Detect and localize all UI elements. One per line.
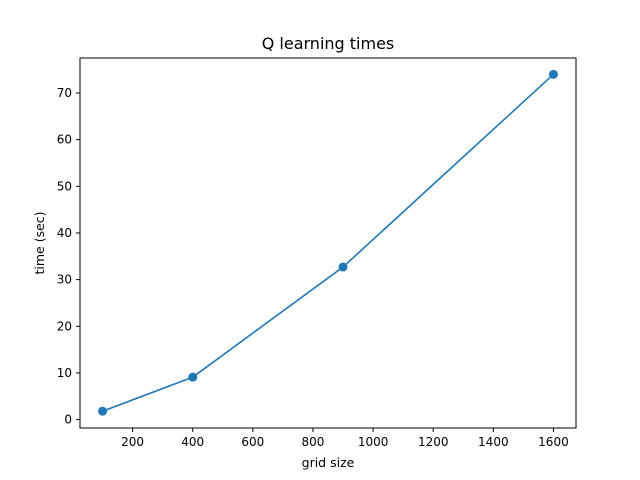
data-point: [98, 406, 108, 416]
plot-frame: [79, 57, 577, 429]
data-point: [338, 262, 348, 272]
y-tick-label: 0: [64, 413, 72, 427]
x-tick-label: 1000: [358, 435, 389, 449]
x-tick-label: 600: [241, 435, 264, 449]
x-tick-label: 1400: [478, 435, 509, 449]
y-tick-label: 20: [57, 319, 72, 333]
y-tick-label: 50: [57, 179, 72, 193]
y-tick-label: 70: [57, 86, 72, 100]
x-tick-label: 400: [181, 435, 204, 449]
y-axis: 0 10 20 30 40 50 60 70: [57, 86, 80, 427]
chart-title: Q learning times: [262, 34, 395, 53]
series-layer: [98, 69, 558, 416]
x-tick-label: 1200: [418, 435, 449, 449]
x-tick-label: 1600: [538, 435, 569, 449]
y-tick-label: 10: [57, 366, 72, 380]
y-tick-label: 40: [57, 226, 72, 240]
y-tick-label: 30: [57, 273, 72, 287]
series-line: [102, 73, 554, 412]
data-point: [188, 372, 198, 382]
data-point: [548, 69, 558, 79]
x-axis-label: grid size: [302, 455, 355, 470]
x-tick-label: 800: [302, 435, 325, 449]
x-tick-label: 200: [121, 435, 144, 449]
y-axis-label: time (sec): [32, 211, 47, 274]
x-axis: 200 400 600 800 1000 1200 1400 1600: [121, 428, 569, 449]
y-tick-label: 60: [57, 133, 72, 147]
